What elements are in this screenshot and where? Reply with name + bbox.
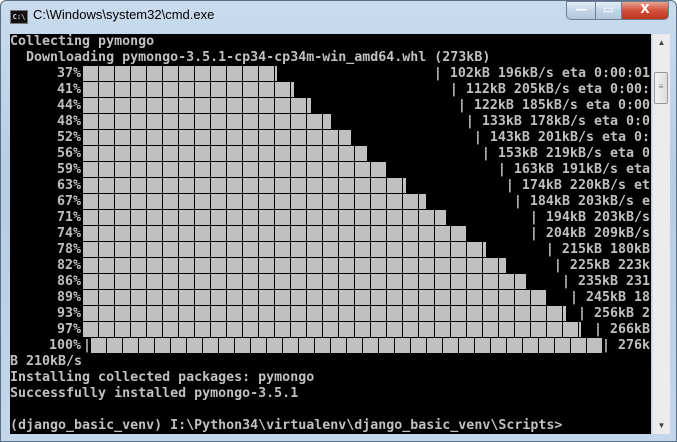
console-line: (django_basic_venv) I:\Python34\virtuale… <box>10 418 563 433</box>
console-line: Installing collected packages: pymongo <box>10 370 315 385</box>
console-line: Downloading pymongo-3.5.1-cp34-cp34m-win… <box>10 50 491 65</box>
progress-bar-fill <box>83 274 526 289</box>
minimize-button[interactable]: — <box>566 1 596 20</box>
console-line: B 210kB/s <box>10 354 83 369</box>
console-line: Successfully installed pymongo-3.5.1 <box>10 386 299 401</box>
progress-bar-fill <box>83 98 311 113</box>
progress-info: | 133kB 178kB/s eta 0:0 <box>465 114 650 129</box>
progress-bar-fill <box>83 162 386 177</box>
progress-bar-fill <box>91 338 602 353</box>
cmd-icon[interactable]: C:\ <box>10 10 28 24</box>
progress-info: | 163kB 191kB/s eta <box>497 162 650 177</box>
maximize-button[interactable]: ▭ <box>595 1 622 20</box>
close-icon: X <box>640 2 650 16</box>
console-output[interactable]: Collecting pymongo Downloading pymongo-3… <box>10 34 651 434</box>
progress-bar-fill <box>83 194 426 209</box>
progress-percent: 93% <box>56 306 81 321</box>
progress-percent: 97% <box>56 322 81 337</box>
progress-percent: 86% <box>56 274 81 289</box>
progress-info: | 174kB 220kB/s et <box>505 178 650 193</box>
progress-percent: 41% <box>56 82 81 97</box>
progress-info: | 204kB 209kB/s <box>529 226 650 241</box>
progress-info: | 184kB 203kB/s e <box>513 194 650 209</box>
progress-bar-fill <box>83 146 367 161</box>
progress-bar-fill <box>83 66 277 81</box>
progress-percent: 52% <box>56 130 81 145</box>
progress-percent: 89% <box>56 290 81 305</box>
console-line: Collecting pymongo <box>10 34 155 49</box>
progress-bar-fill <box>83 226 466 241</box>
progress-info: | 256kB 2 <box>577 306 650 321</box>
progress-bar-fill <box>83 258 506 273</box>
progress-bar-fill <box>83 322 581 337</box>
progress-info: | 215kB 180kB <box>545 242 650 257</box>
progress-bar-fill <box>83 306 566 321</box>
progress-percent: 71% <box>56 210 81 225</box>
maximize-icon: ▭ <box>602 2 615 16</box>
progress-percent: 44% <box>56 98 81 113</box>
progress-info: | 266kB <box>593 322 650 337</box>
progress-info: | 225kB 223k <box>553 258 650 273</box>
progress-info: | 112kB 205kB/s eta 0:00: <box>449 82 650 97</box>
progress-percent: 56% <box>56 146 81 161</box>
progress-info: | 122kB 185kB/s eta 0:00 <box>457 98 650 113</box>
progress-bar-fill <box>83 290 546 305</box>
progress-info: | 245kB 18 <box>569 290 650 305</box>
progress-percent: 59% <box>56 162 81 177</box>
progress-info: | 143kB 201kB/s eta 0: <box>473 130 650 145</box>
progress-info: | 102kB 196kB/s eta 0:00:01 <box>433 66 650 81</box>
progress-bar-fill <box>83 210 446 225</box>
progress-bar-fill <box>83 114 331 129</box>
scroll-thumb[interactable]: ≡ <box>654 72 668 104</box>
progress-percent: 48% <box>56 114 81 129</box>
vertical-scrollbar[interactable]: ▲ ≡ ▼ <box>652 34 670 434</box>
progress-bar-fill <box>83 242 486 257</box>
progress-percent: 74% <box>56 226 81 241</box>
minimize-icon: — <box>575 2 587 16</box>
progress-percent: 37% <box>56 66 81 81</box>
progress-percent: 67% <box>56 194 81 209</box>
progress-bar-fill <box>83 82 294 97</box>
progress-bar-fill <box>83 130 351 145</box>
progress-percent: 63% <box>56 178 81 193</box>
scroll-up-arrow-icon[interactable]: ▲ <box>657 38 666 47</box>
scroll-down-arrow-icon[interactable]: ▼ <box>657 421 666 430</box>
progress-bar-start: | <box>83 338 92 353</box>
window-title: C:\Windows\system32\cmd.exe <box>33 7 215 22</box>
progress-info: | 235kB 231 <box>561 274 650 289</box>
close-button[interactable]: X <box>621 1 669 20</box>
progress-info: | 276k <box>601 338 650 353</box>
progress-percent: 82% <box>56 258 81 273</box>
progress-info: | 194kB 203kB/s <box>529 210 650 225</box>
progress-bar-fill <box>83 178 406 193</box>
progress-percent: 100% <box>48 338 81 353</box>
progress-info: | 153kB 219kB/s eta 0 <box>481 146 650 161</box>
progress-percent: 78% <box>56 242 81 257</box>
